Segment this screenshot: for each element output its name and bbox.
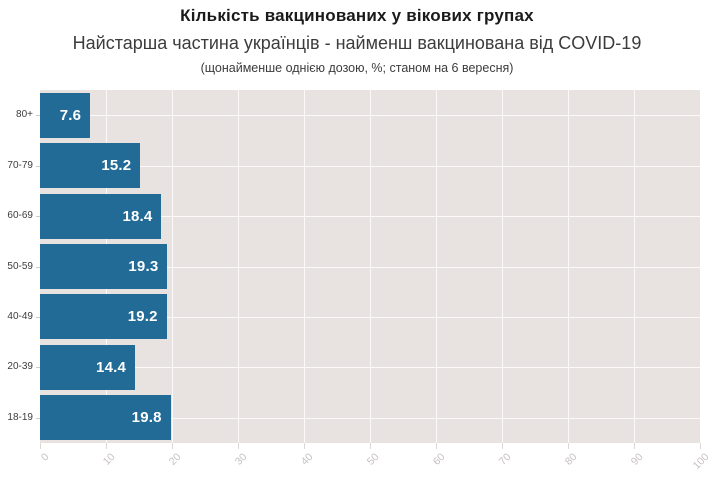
x-axis-tick: [634, 443, 635, 449]
y-axis-tick: [36, 367, 40, 368]
x-axis-label-20: 20: [166, 451, 184, 468]
x-axis-label-80: 80: [562, 451, 580, 468]
y-axis-label-20-39: 20-39: [7, 361, 33, 372]
bar-60-69: 18.4: [40, 194, 162, 239]
x-axis-tick: [304, 443, 305, 449]
y-axis-tick: [36, 267, 40, 268]
x-axis-tick: [370, 443, 371, 449]
chart-title: Кількість вакцинованих у вікових групах: [180, 6, 534, 25]
y-axis-tick: [36, 317, 40, 318]
bar-20-39: 14.4: [40, 345, 136, 390]
x-axis-tick: [436, 443, 437, 449]
bar-value-label: 19.3: [128, 258, 159, 275]
x-axis-label-90: 90: [628, 451, 646, 468]
y-axis-tick: [36, 418, 40, 419]
x-axis-label-60: 60: [430, 451, 448, 468]
bar-50-59: 19.3: [40, 244, 168, 289]
gridline-horizontal: [40, 418, 700, 419]
gridline-vertical: [370, 90, 371, 443]
bar-40-49: 19.2: [40, 294, 167, 339]
x-axis-tick: [238, 443, 239, 449]
bar-80+: 7.6: [40, 93, 91, 138]
x-axis-tick: [40, 443, 41, 449]
y-axis-tick: [36, 115, 40, 116]
x-axis-tick: [700, 443, 701, 449]
gridline-horizontal: [40, 216, 700, 217]
gridline-horizontal: [40, 317, 700, 318]
y-axis-label-50-59: 50-59: [7, 261, 33, 272]
gridline-vertical: [304, 90, 305, 443]
bar-value-label: 15.2: [101, 157, 132, 174]
x-axis-label-50: 50: [364, 451, 382, 468]
y-axis-label-60-69: 60-69: [7, 210, 33, 221]
plot-area: 7.6 15.2 18.4 19.3 19.2 14.4 19.8: [40, 90, 700, 443]
gridline-vertical: [238, 90, 239, 443]
x-axis-label-10: 10: [100, 451, 118, 468]
x-axis-label-30: 30: [232, 451, 250, 468]
x-axis-label-40: 40: [298, 451, 316, 468]
y-axis-label-80+: 80+: [16, 109, 33, 120]
gridline-vertical: [172, 90, 173, 443]
bar-70-79: 15.2: [40, 143, 141, 188]
gridline-vertical: [502, 90, 503, 443]
bar-value-label: 14.4: [96, 359, 127, 376]
x-axis-tick: [172, 443, 173, 449]
gridline-horizontal: [40, 166, 700, 167]
x-axis-tick: [106, 443, 107, 449]
bar-18-19: 19.8: [40, 395, 171, 440]
gridline-horizontal: [40, 267, 700, 268]
gridline-horizontal: [40, 367, 700, 368]
y-axis-label-18-19: 18-19: [7, 412, 33, 423]
x-axis-label-0: 0: [38, 451, 52, 464]
x-axis-label-70: 70: [496, 451, 514, 468]
x-axis-tick: [502, 443, 503, 449]
gridline-vertical: [436, 90, 437, 443]
y-axis-label-70-79: 70-79: [7, 160, 33, 171]
y-axis-tick: [36, 166, 40, 167]
gridline-vertical: [568, 90, 569, 443]
y-axis-label-40-49: 40-49: [7, 311, 33, 322]
bar-value-label: 19.8: [131, 409, 162, 426]
gridline-vertical: [634, 90, 635, 443]
x-axis-label-100: 100: [690, 451, 712, 472]
chart-subtitle: Найстарша частина українців - найменш ва…: [72, 33, 642, 53]
bar-value-label: 19.2: [127, 308, 158, 325]
bar-value-label: 7.6: [59, 107, 82, 124]
x-axis-tick: [568, 443, 569, 449]
y-axis-tick: [36, 216, 40, 217]
bar-value-label: 18.4: [122, 208, 153, 225]
gridline-horizontal: [40, 115, 700, 116]
chart-caption: (щонайменше однією дозою, %; станом на 6…: [200, 61, 514, 75]
title-block: Кількість вакцинованих у вікових групах …: [0, 0, 714, 75]
